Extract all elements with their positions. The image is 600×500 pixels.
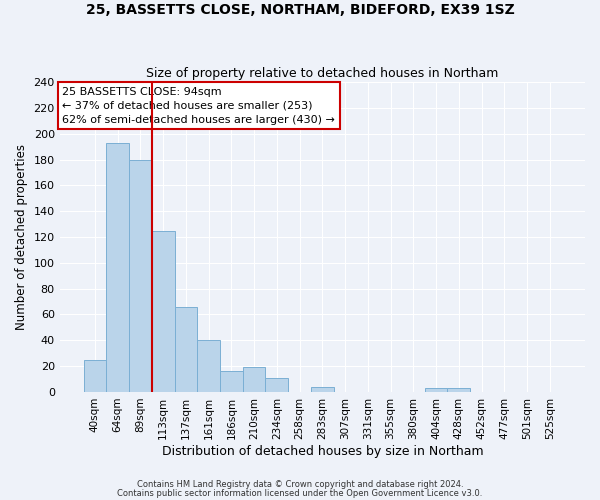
- Bar: [197, 340, 220, 392]
- Text: Contains public sector information licensed under the Open Government Licence v3: Contains public sector information licen…: [118, 488, 482, 498]
- Text: 25, BASSETTS CLOSE, NORTHAM, BIDEFORD, EX39 1SZ: 25, BASSETTS CLOSE, NORTHAM, BIDEFORD, E…: [86, 2, 514, 16]
- Bar: [425, 388, 448, 392]
- Bar: [311, 387, 334, 392]
- Text: Contains HM Land Registry data © Crown copyright and database right 2024.: Contains HM Land Registry data © Crown c…: [137, 480, 463, 489]
- Bar: [448, 388, 470, 392]
- Bar: [265, 378, 288, 392]
- Bar: [175, 306, 197, 392]
- Bar: [129, 160, 152, 392]
- Bar: [152, 230, 175, 392]
- Bar: [243, 368, 265, 392]
- Bar: [83, 360, 106, 392]
- Title: Size of property relative to detached houses in Northam: Size of property relative to detached ho…: [146, 66, 499, 80]
- Bar: [106, 142, 129, 392]
- Y-axis label: Number of detached properties: Number of detached properties: [15, 144, 28, 330]
- X-axis label: Distribution of detached houses by size in Northam: Distribution of detached houses by size …: [161, 444, 483, 458]
- Bar: [220, 372, 243, 392]
- Text: 25 BASSETTS CLOSE: 94sqm
← 37% of detached houses are smaller (253)
62% of semi-: 25 BASSETTS CLOSE: 94sqm ← 37% of detach…: [62, 86, 335, 124]
